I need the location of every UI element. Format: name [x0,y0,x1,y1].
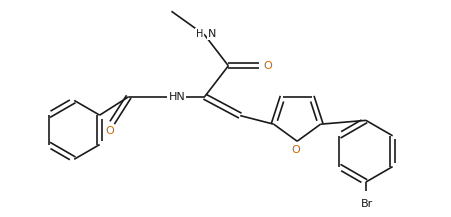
Text: Br: Br [360,199,372,209]
Text: O: O [291,145,300,155]
Text: H: H [195,29,203,39]
Text: O: O [105,126,114,136]
Text: HN: HN [169,92,185,102]
Text: O: O [263,61,272,71]
Text: N: N [207,29,216,39]
